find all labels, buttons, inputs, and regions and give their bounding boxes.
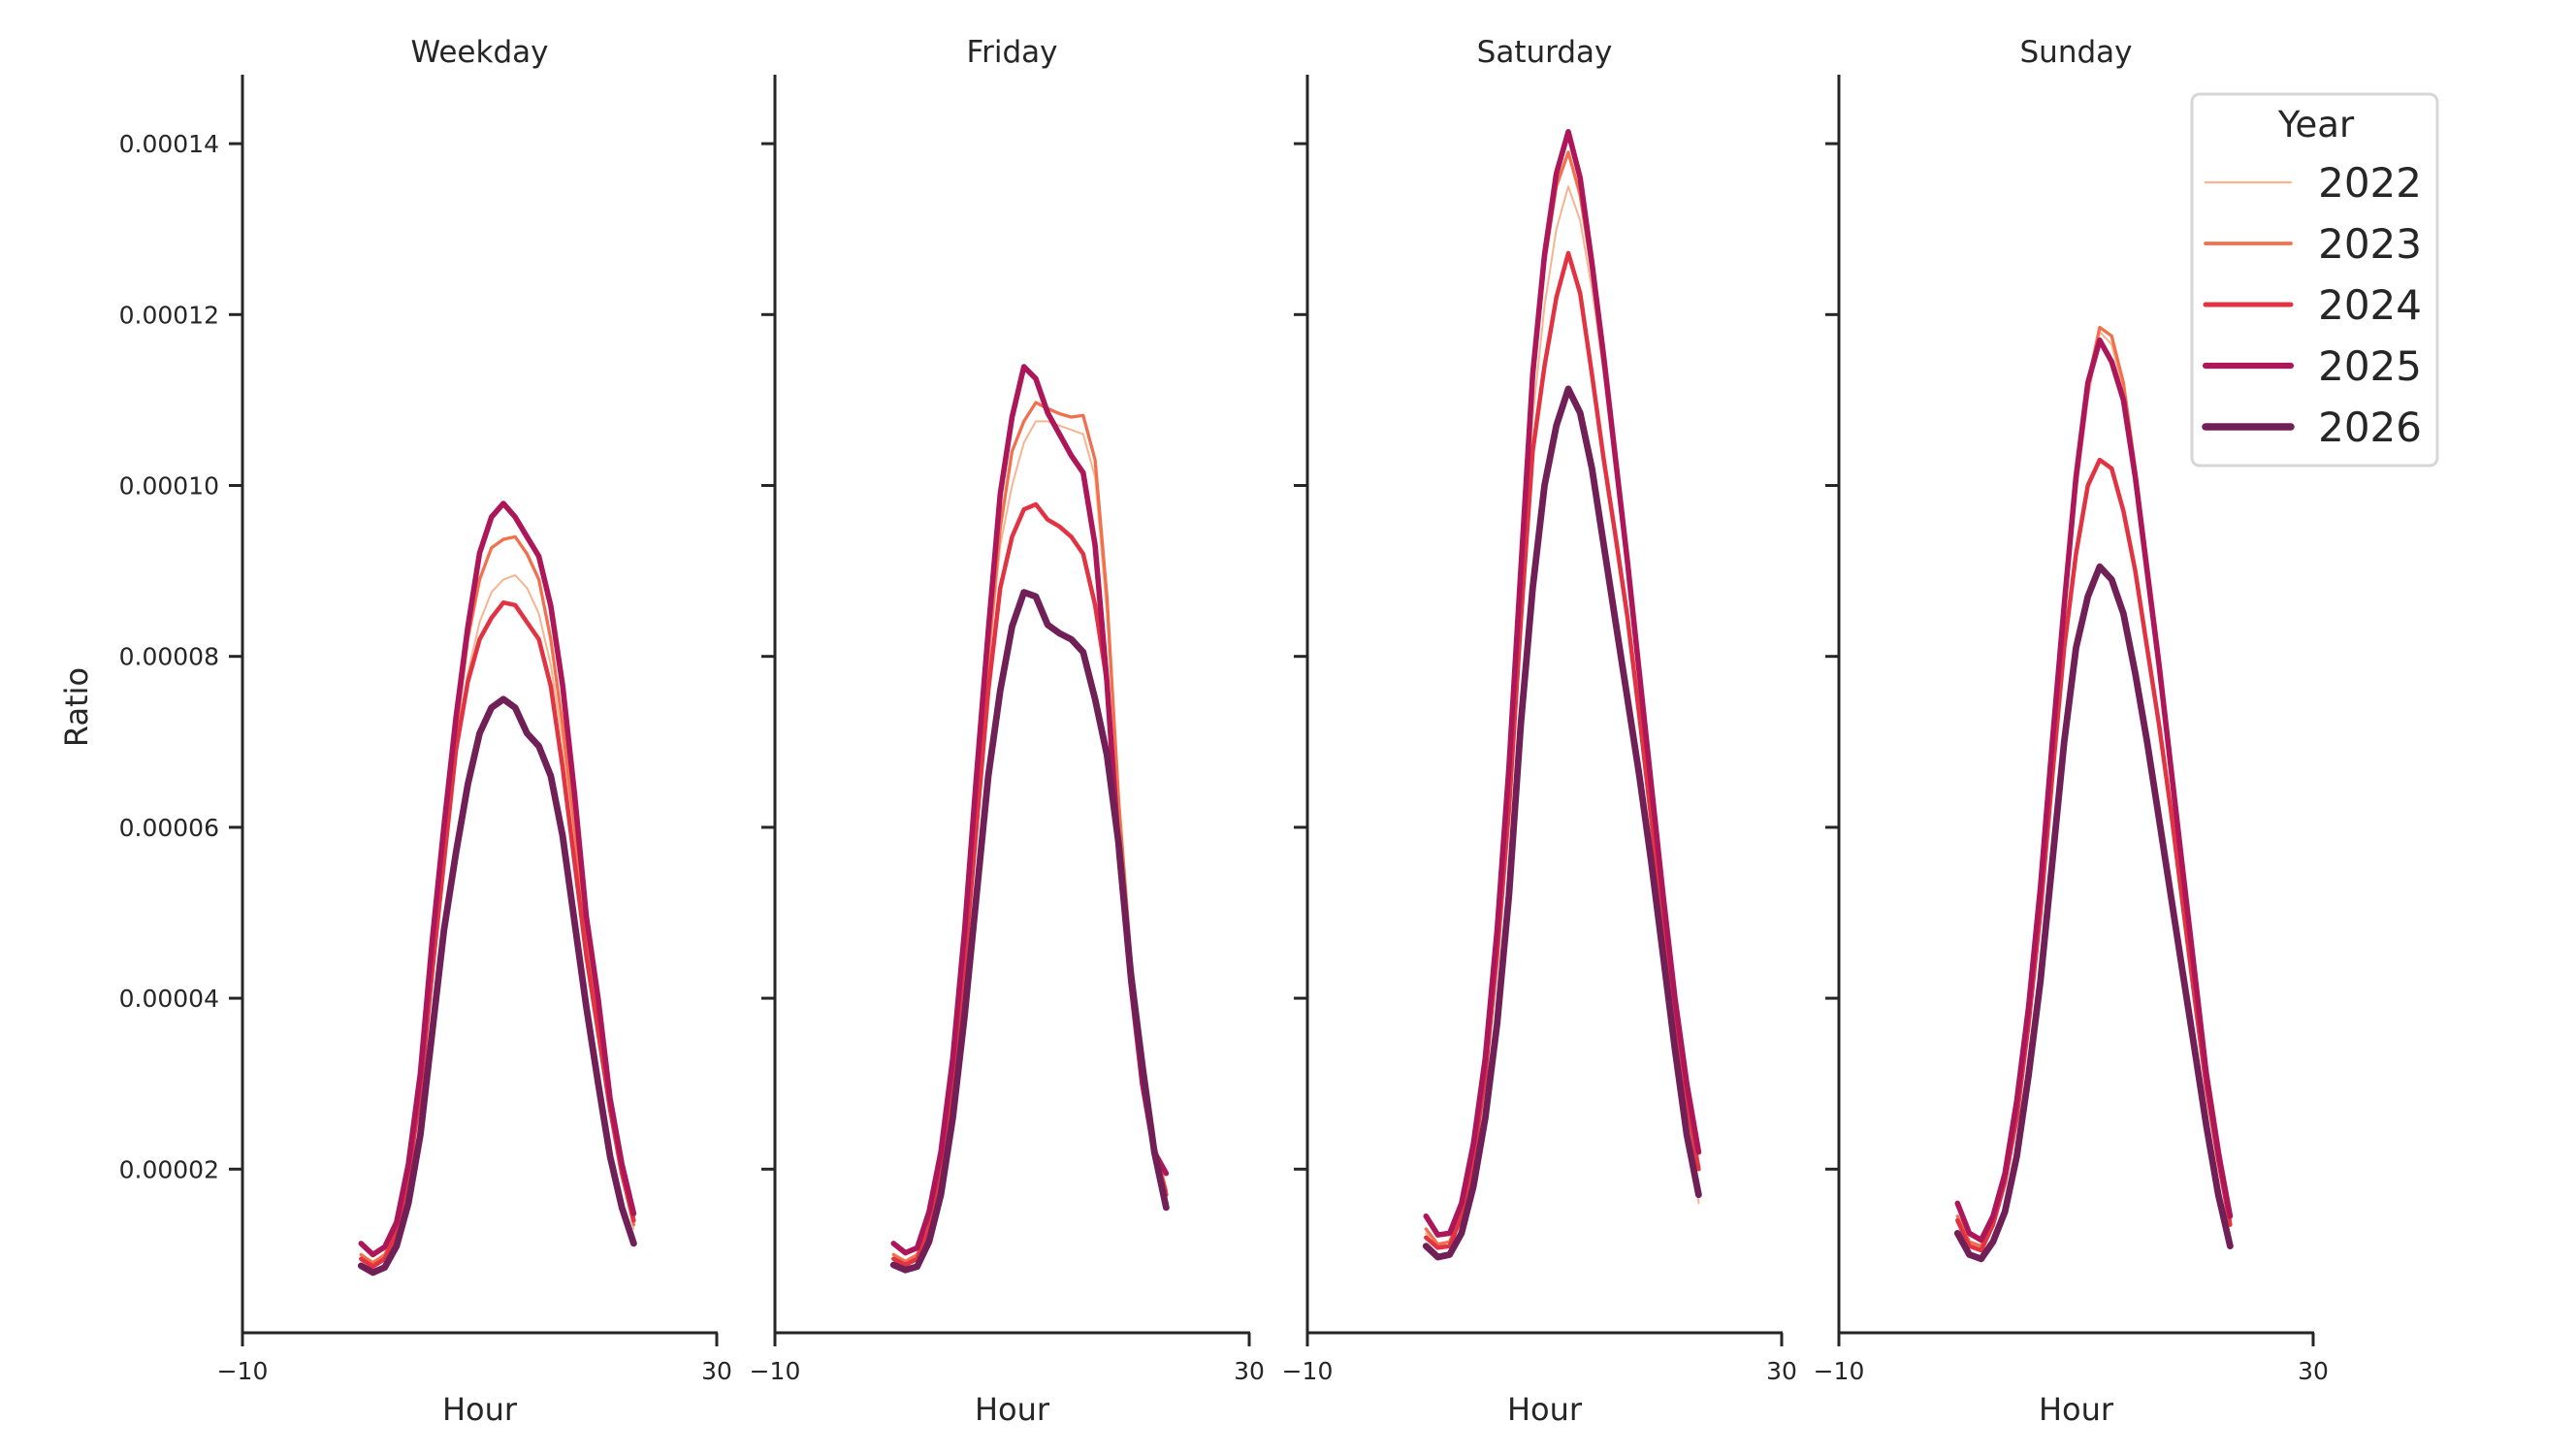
- x-axis-label: Hour: [442, 1391, 518, 1428]
- panel-saturday: Saturday −10 30 Hour: [1282, 35, 1797, 1428]
- legend-label: 2026: [2318, 404, 2422, 451]
- series-line-2026: [1953, 563, 2234, 1263]
- series-line-2022: [360, 574, 635, 1263]
- series-line-2022: [1425, 185, 1700, 1249]
- panel-sunday: Sunday −10 30 Hour: [1814, 35, 2329, 1428]
- x-tick-label: −10: [750, 1357, 801, 1385]
- legend: Year 2022 2023 2024 2025 2026: [2190, 92, 2439, 468]
- x-tick-label: 30: [2298, 1357, 2329, 1385]
- series-line-2026: [357, 695, 637, 1277]
- legend-label: 2023: [2318, 220, 2422, 268]
- y-tick-label: 0.00010: [119, 472, 219, 501]
- series-line-2023: [1955, 325, 2233, 1248]
- y-tick-label: 0.00006: [119, 814, 219, 842]
- panel-friday: Friday −10 30 Hour: [750, 35, 1265, 1428]
- x-tick-label: −10: [217, 1357, 269, 1385]
- y-tick-label: 0.00004: [119, 985, 219, 1013]
- series-line-2023: [359, 534, 636, 1265]
- x-tick-label: 30: [1766, 1357, 1797, 1385]
- x-tick-label: −10: [1282, 1357, 1334, 1385]
- series-line-2025: [358, 501, 637, 1258]
- legend-label: 2025: [2318, 342, 2422, 390]
- y-tick-label: 0.00014: [119, 130, 219, 158]
- panel-title: Weekday: [411, 35, 549, 70]
- y-tick-label: 0.00002: [119, 1155, 219, 1183]
- legend-label: 2022: [2318, 159, 2422, 207]
- series-line-2022: [892, 420, 1168, 1262]
- panel-title: Sunday: [2020, 35, 2133, 70]
- series-line-2025: [1423, 129, 1702, 1238]
- x-tick-label: 30: [1234, 1357, 1265, 1385]
- panel-weekday: Weekday −10 30 0.00002 0.00004 0.00006 0.00008…: [119, 35, 732, 1428]
- series-line-2025: [890, 364, 1170, 1256]
- y-tick-label: 0.00012: [119, 301, 219, 329]
- x-tick-label: −10: [1814, 1357, 1865, 1385]
- series-line-2026: [889, 589, 1170, 1274]
- x-axis-label: Hour: [2039, 1391, 2114, 1428]
- y-tick-label: 0.00008: [119, 643, 219, 671]
- y-axis-label: Ratio: [58, 667, 95, 747]
- series-line-2023: [1424, 150, 1701, 1246]
- series-line-2024: [1424, 250, 1701, 1250]
- x-axis-label: Hour: [975, 1391, 1050, 1428]
- panel-title: Saturday: [1477, 35, 1613, 70]
- legend-title: Year: [2277, 104, 2355, 146]
- panel-title: Friday: [967, 35, 1058, 70]
- series-line-2025: [1954, 337, 2234, 1244]
- x-axis-label: Hour: [1507, 1391, 1583, 1428]
- x-tick-label: 30: [701, 1357, 732, 1385]
- legend-label: 2024: [2318, 281, 2422, 329]
- series-line-2023: [891, 401, 1169, 1264]
- series-line-2026: [1422, 385, 1702, 1261]
- legend-box: [2190, 92, 2439, 468]
